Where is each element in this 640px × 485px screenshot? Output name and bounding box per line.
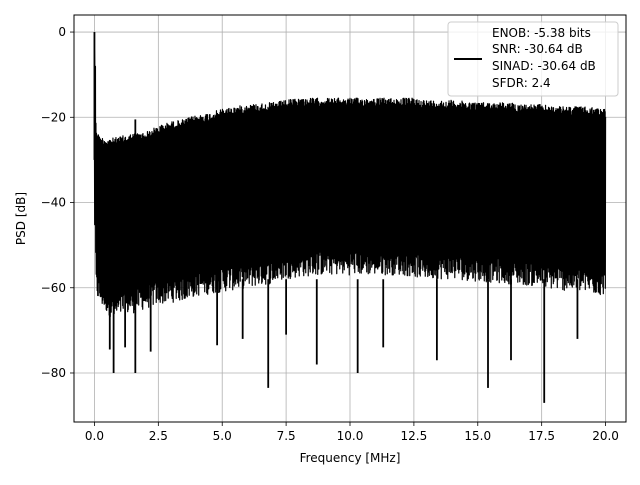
y-tick-label: −40 — [41, 196, 66, 210]
legend-entry-sinad: SINAD: -30.64 dB — [492, 59, 596, 73]
x-tick-label: 12.5 — [401, 429, 428, 443]
y-tick-label: −60 — [41, 281, 66, 295]
legend-entry-sfdr: SFDR: 2.4 — [492, 76, 551, 90]
y-axis-label: PSD [dB] — [14, 192, 28, 245]
axis-ticks: 0.0 2.5 5.0 7.5 10.0 12.5 15.0 17.5 20.0 0 −20 −40 −… — [41, 25, 619, 443]
x-tick-label: 5.0 — [213, 429, 232, 443]
y-tick-label: −20 — [41, 110, 66, 124]
x-tick-label: 7.5 — [277, 429, 296, 443]
x-tick-label: 2.5 — [149, 429, 168, 443]
y-tick-label: 0 — [58, 25, 66, 39]
legend-entry-enob: ENOB: -5.38 bits — [492, 26, 591, 40]
x-axis-label: Frequency [MHz] — [300, 451, 401, 465]
x-tick-label: 20.0 — [592, 429, 619, 443]
psd-trace — [93, 32, 607, 403]
legend-entry-snr: SNR: -30.64 dB — [492, 42, 583, 56]
x-tick-label: 10.0 — [337, 429, 364, 443]
legend-box — [447, 21, 619, 97]
x-tick-label: 0.0 — [85, 429, 104, 443]
x-tick-label: 17.5 — [528, 429, 555, 443]
psd-core-band — [94, 49, 606, 288]
legend: ENOB: -5.38 bits SNR: -30.64 dB SINAD: -… — [447, 21, 619, 97]
x-tick-label: 15.0 — [464, 429, 491, 443]
y-tick-label: −80 — [41, 366, 66, 380]
